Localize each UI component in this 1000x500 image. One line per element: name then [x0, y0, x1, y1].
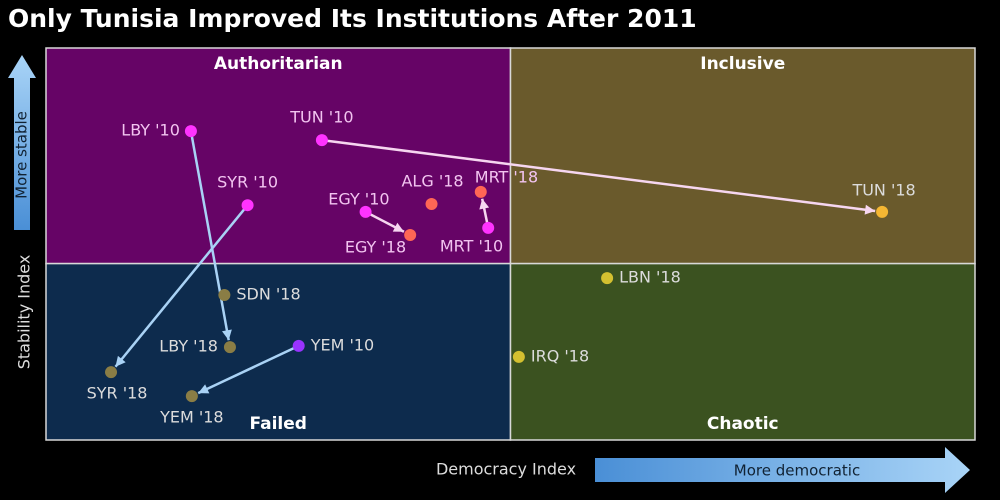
- arrow-head: [198, 384, 210, 394]
- point-label: YEM '10: [310, 335, 375, 354]
- point: [241, 199, 254, 212]
- point: [218, 288, 231, 301]
- quadrant-label: Authoritarian: [214, 54, 343, 74]
- quadrant-label: Chaotic: [707, 414, 779, 434]
- point-label: TUN '10: [289, 108, 353, 127]
- quadrant: [509, 47, 976, 265]
- point-label: LBY '10: [121, 121, 180, 140]
- y-arrow: [8, 55, 36, 230]
- arrow: [197, 344, 300, 395]
- point: [601, 272, 614, 285]
- point-label: EGY '10: [328, 189, 389, 208]
- x-arrow: [595, 447, 970, 493]
- point: [425, 198, 438, 211]
- quadrant: [45, 47, 512, 265]
- point: [223, 341, 236, 354]
- point-label: MRT '10: [440, 236, 503, 255]
- point: [404, 228, 417, 241]
- x-axis-label: Democracy Index: [436, 460, 576, 479]
- point-label: LBY '18: [159, 337, 218, 356]
- arrow-head: [115, 355, 126, 367]
- point-label: SDN '18: [236, 284, 300, 303]
- arrow-head: [392, 222, 404, 232]
- point-label: ALG '18: [401, 172, 463, 191]
- arrow-head: [864, 204, 876, 215]
- point: [185, 390, 198, 403]
- chart-title: Only Tunisia Improved Its Institutions A…: [8, 4, 697, 33]
- quadrant-label: Failed: [250, 414, 307, 434]
- point: [359, 205, 372, 218]
- arrow-head: [221, 329, 232, 341]
- y-arrow-label: More stable: [13, 111, 31, 199]
- point-label: EGY '18: [345, 237, 406, 256]
- point: [474, 185, 487, 198]
- point-label: IRQ '18: [531, 346, 589, 365]
- quadrant-label: Inclusive: [700, 54, 785, 74]
- point-label: TUN '18: [851, 180, 915, 199]
- point: [315, 134, 328, 147]
- point-label: SYR '18: [87, 384, 148, 403]
- point-label: MRT '18: [475, 167, 538, 186]
- x-arrow-label: More democratic: [734, 462, 860, 480]
- point: [876, 205, 889, 218]
- point: [292, 339, 305, 352]
- quadrant: [509, 262, 976, 441]
- y-axis-label: Stability Index: [15, 255, 34, 370]
- arrow: [321, 138, 876, 213]
- point-label: LBN '18: [619, 268, 681, 287]
- point: [105, 366, 118, 379]
- point-label: YEM '18: [159, 408, 224, 427]
- arrow: [114, 204, 249, 368]
- arrow-head: [479, 198, 490, 210]
- arrow: [189, 130, 230, 341]
- point: [512, 350, 525, 363]
- point: [482, 221, 495, 234]
- point: [184, 125, 197, 138]
- point-label: SYR '10: [217, 173, 278, 192]
